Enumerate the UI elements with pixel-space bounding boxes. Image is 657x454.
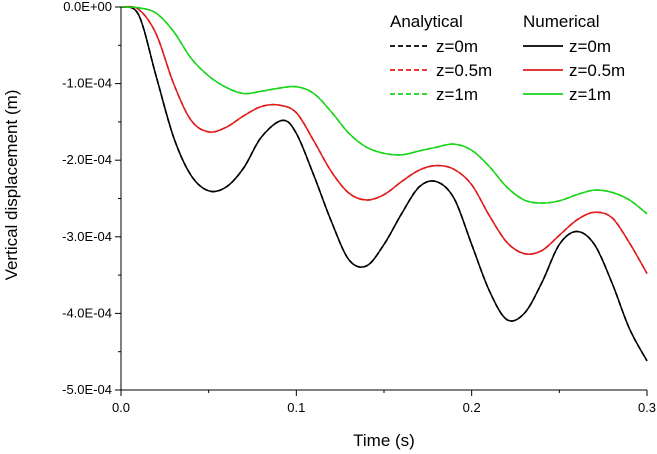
x-tick-label: 0.0 [112,400,130,415]
y-tick-label: -5.0E-04 [62,382,112,397]
y-tick-label: -2.0E-04 [62,152,112,167]
x-tick-label: 0.2 [463,400,481,415]
y-tick-label: -3.0E-04 [62,229,112,244]
y-tick-label: 0.0E+00 [63,0,112,14]
y-axis-title: Vertical displacement (m) [2,90,21,281]
series-line-numerical-z05m [120,5,648,274]
legend-label-analytical-z0m: z=0m [436,37,478,56]
series-line-numerical-z0m [120,6,648,362]
y-tick-label: -4.0E-04 [62,305,112,320]
plot-lines [120,5,648,362]
legend-label-analytical-z1m: z=1m [436,85,478,104]
x-tick-label: 0.1 [287,400,305,415]
legend-label-numerical-z0m: z=0m [569,37,611,56]
legend-title-numerical: Numerical [523,12,600,31]
legend-title-analytical: Analytical [390,12,463,31]
legend: Analytical z=0m z=0.5m z=1m Numerical z=0m z=0… [390,12,625,104]
legend-label-numerical-z1m: z=1m [569,85,611,104]
axes: 0.0E+00 -1.0E-04 -2.0E-04 -3.0E-04 -4.0E-04 -… [62,0,656,415]
y-tick-label: -1.0E-04 [62,76,112,91]
series-line-numerical-z1m [120,6,648,215]
legend-label-analytical-z05m: z=0.5m [436,61,492,80]
x-tick-label: 0.3 [638,400,656,415]
x-axis-title: Time (s) [353,431,415,450]
legend-label-numerical-z05m: z=0.5m [569,61,625,80]
